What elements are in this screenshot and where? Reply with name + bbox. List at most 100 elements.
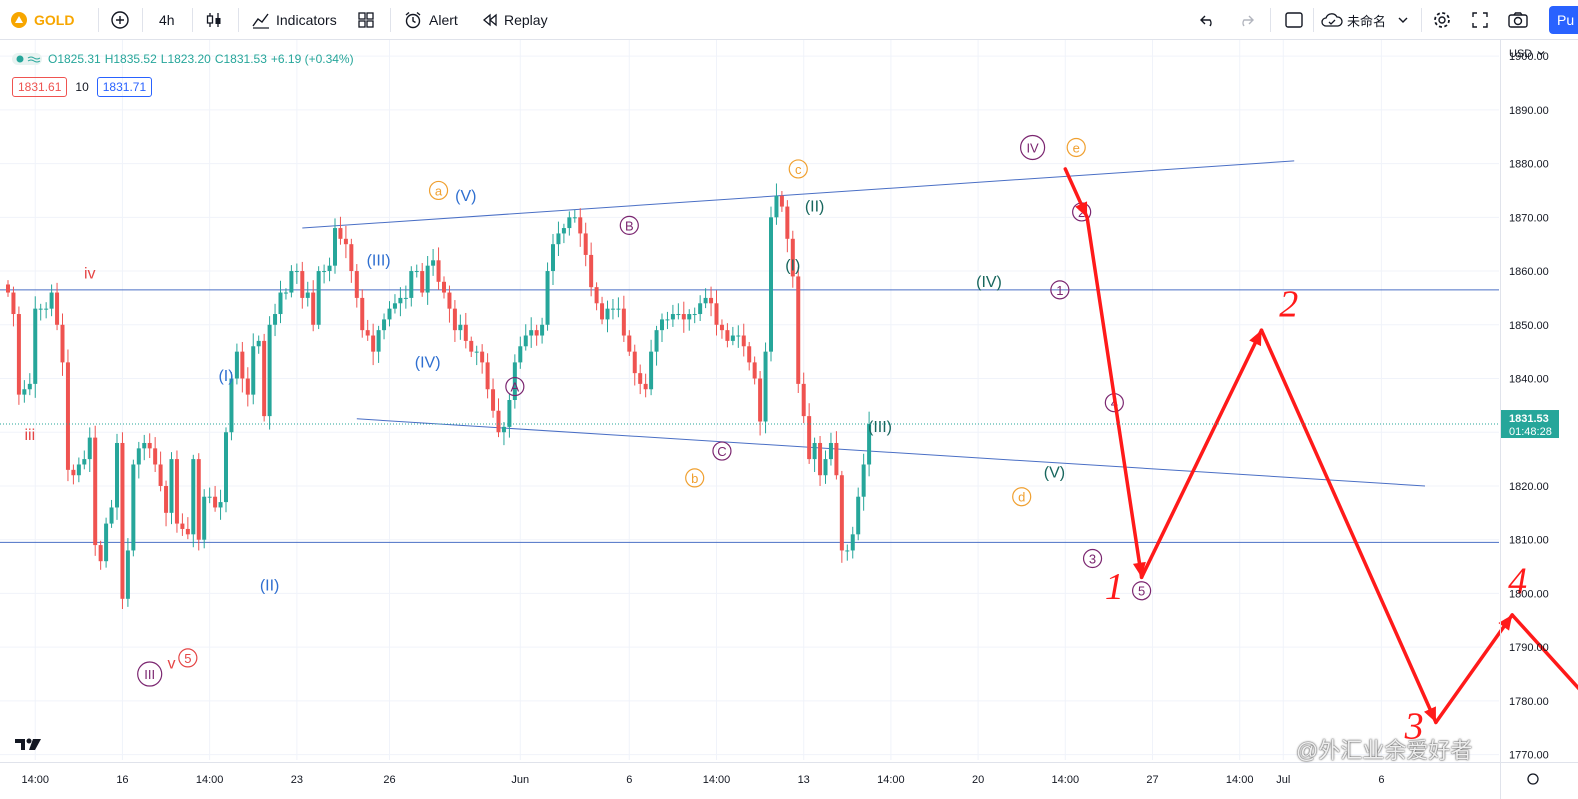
buy-price-button[interactable]: 1831.71 — [96, 77, 153, 97]
projection-drawing: 1 2 3 4 5 — [1063, 167, 1578, 748]
alert-button[interactable]: Alert — [403, 0, 458, 40]
candle-body — [283, 292, 288, 294]
candle-body — [136, 448, 141, 465]
candle-up — [49, 284, 54, 317]
wave-label-text: (V) — [455, 188, 476, 205]
wave-label-text: c — [795, 162, 802, 177]
sell-price-button[interactable]: 1831.61 — [12, 77, 68, 97]
x-tick-label: 14:00 — [21, 774, 49, 786]
settings-button[interactable] — [1432, 0, 1452, 40]
current-price-label: 1831.53 — [1509, 413, 1549, 425]
x-tick-label: 27 — [1146, 774, 1158, 786]
alert-label: Alert — [429, 12, 458, 28]
replay-button[interactable]: Replay — [481, 0, 548, 40]
compare-button[interactable] — [110, 0, 130, 40]
wave-label: IV — [1019, 134, 1046, 161]
top-toolbar: GOLD 4h Indicators Alert — [0, 0, 1578, 40]
candle-up — [828, 432, 833, 466]
candle-body — [125, 550, 130, 599]
templates-button[interactable] — [357, 0, 375, 40]
y-tick-label: 1870.00 — [1509, 212, 1549, 224]
candle-body — [371, 335, 376, 352]
candle-down — [371, 323, 376, 366]
candle-up — [125, 538, 130, 607]
candle-body — [725, 330, 730, 341]
y-tick-label: 1850.00 — [1509, 320, 1549, 332]
candle-up — [518, 336, 523, 369]
candle-body — [398, 297, 403, 304]
candle-body — [431, 260, 436, 266]
y-tick-label: 1780.00 — [1509, 696, 1549, 708]
cloud-check-icon — [1320, 11, 1344, 29]
layout-select-button[interactable] — [1284, 0, 1304, 40]
candle-body — [360, 297, 365, 331]
x-tick-label: 14:00 — [877, 774, 905, 786]
undo-button[interactable] — [1199, 0, 1217, 40]
wave-labels: iviii5vIII(I)(II)(III)(IV)(V)aABCbc(I)(I… — [24, 134, 1152, 687]
x-tick-label: 6 — [626, 774, 632, 786]
publish-button[interactable]: Pu — [1549, 6, 1578, 34]
replay-label: Replay — [504, 12, 548, 28]
candle-body — [758, 378, 763, 422]
candle-body — [147, 442, 152, 449]
interval-button[interactable]: 4h — [159, 0, 175, 40]
save-layout-button[interactable]: 未命名 — [1320, 0, 1408, 40]
redo-button[interactable] — [1237, 0, 1255, 40]
legend-low: L1823.20 — [160, 52, 211, 66]
visibility-dot-icon[interactable] — [12, 53, 42, 65]
candle-body — [752, 362, 757, 379]
candle-up — [551, 233, 555, 286]
candle-body — [27, 383, 32, 390]
candle-up — [769, 206, 773, 362]
candle-body — [670, 314, 675, 320]
wave-label-text: iv — [84, 266, 96, 283]
candle-up — [861, 453, 866, 511]
candle-up — [474, 345, 479, 366]
candle-body — [354, 271, 359, 298]
wave-label-text: 3 — [1089, 552, 1096, 567]
tradingview-logo-icon — [14, 736, 42, 755]
replay-icon — [481, 11, 499, 29]
candle-down — [93, 425, 98, 556]
candle-down — [452, 300, 457, 342]
square-icon — [1284, 10, 1304, 30]
candle-up — [572, 209, 577, 223]
wave-label: e — [1066, 137, 1086, 158]
candle-body — [512, 362, 517, 400]
snapshot-button[interactable] — [1507, 0, 1529, 40]
candle-body — [267, 324, 272, 417]
candle-body — [234, 351, 239, 379]
gold-symbol-icon — [10, 11, 28, 29]
candle-body — [11, 292, 16, 315]
wave-label: iv — [84, 266, 96, 283]
candle-body — [698, 303, 703, 315]
candle-body — [763, 351, 768, 422]
candle-up — [169, 452, 174, 525]
candle-down — [714, 290, 719, 336]
candle-body — [180, 523, 185, 529]
candle-body — [16, 314, 21, 395]
candle-body — [507, 400, 512, 427]
symbol-search[interactable]: GOLD — [10, 0, 74, 40]
candle-body — [676, 314, 681, 316]
candle-down — [349, 238, 354, 283]
candle-down — [213, 485, 218, 512]
candle-body — [262, 340, 267, 417]
fullscreen-button[interactable] — [1471, 0, 1489, 40]
wave-label: c — [788, 159, 808, 179]
indicators-button[interactable]: Indicators — [251, 0, 337, 40]
gridlines — [0, 40, 1499, 760]
candle-up — [425, 256, 430, 305]
x-tick-label: 6 — [1378, 774, 1384, 786]
candle-up — [660, 313, 664, 342]
candle-body — [649, 351, 654, 390]
chart-canvas[interactable]: iviii5vIII(I)(II)(III)(IV)(V)aABCbc(I)(I… — [0, 40, 1578, 799]
candle-body — [621, 308, 626, 336]
chart-type-button[interactable] — [204, 0, 224, 40]
legend-close: C1831.53 — [214, 52, 267, 66]
legend-high: H1835.52 — [104, 52, 157, 66]
currency-selector[interactable]: USD — [1509, 48, 1545, 60]
candle-body — [87, 437, 92, 460]
candle-up — [736, 325, 741, 348]
candle-body — [480, 351, 485, 363]
